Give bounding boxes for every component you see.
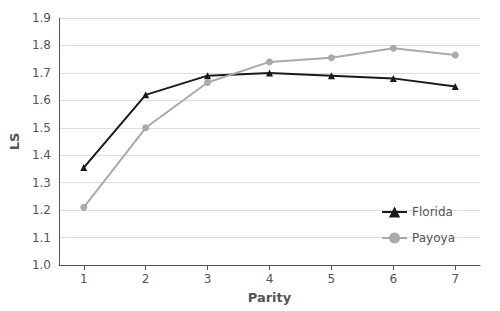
svg-text:3: 3	[204, 272, 212, 286]
svg-text:4: 4	[266, 272, 274, 286]
svg-text:1.1: 1.1	[32, 231, 51, 245]
svg-text:LS: LS	[7, 133, 22, 151]
svg-text:1: 1	[80, 272, 88, 286]
svg-text:Payoya: Payoya	[412, 231, 455, 245]
svg-text:1.9: 1.9	[32, 11, 51, 25]
svg-text:1.2: 1.2	[32, 203, 51, 217]
svg-text:1.6: 1.6	[32, 93, 51, 107]
svg-text:5: 5	[328, 272, 336, 286]
svg-text:7: 7	[451, 272, 459, 286]
svg-text:1.4: 1.4	[32, 148, 51, 162]
svg-text:1.0: 1.0	[32, 258, 51, 272]
svg-text:6: 6	[390, 272, 398, 286]
svg-text:Florida: Florida	[412, 205, 453, 219]
svg-text:1.8: 1.8	[32, 38, 51, 52]
svg-text:Parity: Parity	[248, 290, 292, 305]
svg-text:1.5: 1.5	[32, 121, 51, 135]
svg-text:1.3: 1.3	[32, 176, 51, 190]
svg-text:1.7: 1.7	[32, 66, 51, 80]
svg-text:2: 2	[142, 272, 150, 286]
